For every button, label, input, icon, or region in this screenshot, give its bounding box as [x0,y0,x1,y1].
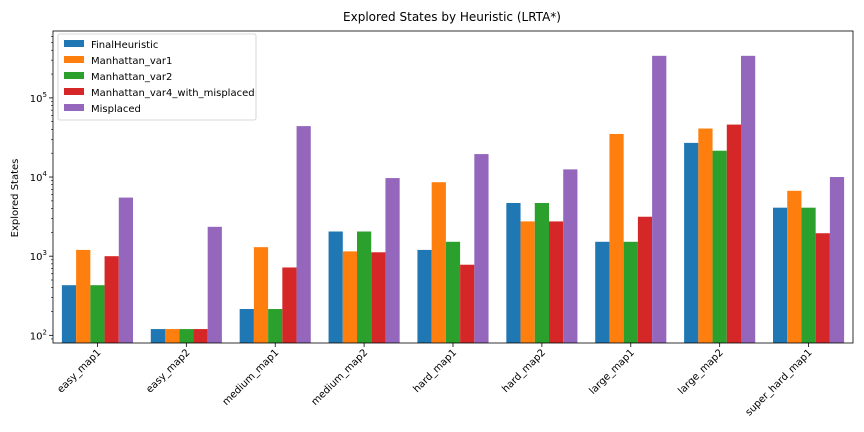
bar-Manhattan_var2-large_map2 [712,150,727,343]
bar-Manhattan_var2-hard_map1 [445,241,461,343]
bar-Manhattan_var2-large_map1 [623,241,638,343]
bar-FinalHeuristic-easy_map2 [150,329,165,343]
bar-Manhattan_var4_with_misplaced-large_map1 [637,216,653,343]
bar-Manhattan_var4_with_misplaced-medium_map1 [282,267,297,343]
bar-Manhattan_var4_with_misplaced-easy_map2 [193,329,208,343]
bar-Manhattan_var2-easy_map2 [179,329,194,343]
bar-Manhattan_var1-large_map2 [698,128,713,343]
x-tick-label: hard_map1 [412,347,460,395]
bar-Manhattan_var2-hard_map2 [534,202,549,343]
legend-label: Misplaced [91,104,141,115]
bar-Misplaced-super_hard_map1 [829,177,845,343]
legend-label: Manhattan_var2 [91,72,172,83]
bar-Manhattan_var1-hard_map1 [431,182,446,343]
bar-Misplaced-hard_map1 [474,154,489,343]
legend-swatch [64,40,84,47]
bar-FinalHeuristic-hard_map2 [506,202,521,343]
bar-Misplaced-hard_map2 [563,169,578,343]
y-tick-label: 102 [30,328,47,342]
bar-Manhattan_var4_with_misplaced-medium_map2 [371,252,386,343]
legend-swatch [64,56,84,63]
bar-Misplaced-medium_map1 [296,126,311,343]
legend-box [57,33,257,121]
x-tick-label: hard_map2 [500,347,548,395]
x-tick-label: easy_map1 [55,347,103,395]
bar-Manhattan_var1-easy_map2 [165,329,180,343]
bar-Manhattan_var1-super_hard_map1 [787,190,802,343]
bar-Manhattan_var4_with_misplaced-large_map2 [726,124,741,343]
bar-FinalHeuristic-hard_map1 [417,249,432,343]
bar-Manhattan_var2-medium_map2 [357,231,372,343]
bar-Misplaced-large_map2 [741,55,756,343]
bar-Manhattan_var2-super_hard_map1 [801,207,816,343]
legend-swatch [64,104,84,111]
bar-Manhattan_var1-large_map1 [609,133,624,343]
bar-FinalHeuristic-medium_map2 [328,231,343,343]
bar-Manhattan_var2-easy_map1 [90,285,105,343]
y-tick-label: 104 [30,170,48,184]
bar-Manhattan_var1-medium_map1 [253,247,269,343]
y-tick-label: 105 [30,91,47,105]
x-tick-label: medium_map2 [310,347,371,408]
bar-Misplaced-large_map1 [652,55,667,343]
bar-FinalHeuristic-large_map1 [595,241,610,343]
bar-Manhattan_var4_with_misplaced-easy_map1 [104,256,119,343]
legend: FinalHeuristic Manhattan_var1 Manhattan_va… [57,33,257,121]
bar-Manhattan_var4_with_misplaced-hard_map2 [549,221,564,343]
y-axis: 102 103 104 105 [30,35,53,342]
bar-Misplaced-easy_map1 [118,197,133,343]
legend-swatch [64,88,84,95]
legend-label: Manhattan_var4_with_misplaced [91,88,255,99]
legend-label: FinalHeuristic [91,40,158,51]
bar-Manhattan_var4_with_misplaced-super_hard_map1 [815,233,830,343]
y-axis-label: Explored States [10,159,21,238]
bar-Manhattan_var1-medium_map2 [342,251,357,343]
legend-label: Manhattan_var1 [91,56,172,67]
bar-Manhattan_var1-hard_map2 [520,221,535,343]
bar-FinalHeuristic-medium_map1 [239,309,254,343]
y-tick-label: 103 [30,249,47,263]
x-tick-label: large_map2 [676,347,725,396]
x-tick-label: easy_map2 [144,347,192,395]
bar-Manhattan_var4_with_misplaced-hard_map1 [460,264,475,343]
plot-frame [52,30,854,344]
bar-Manhattan_var1-easy_map1 [76,249,91,343]
bar-Misplaced-easy_map2 [207,226,222,343]
x-tick-label: super_hard_map1 [744,347,815,418]
bars-group [61,55,845,343]
bar-Manhattan_var2-medium_map1 [268,309,283,343]
x-tick-label: medium_map1 [221,347,282,408]
bar-Misplaced-medium_map2 [385,178,400,343]
x-tick-label: large_map1 [587,347,636,396]
x-axis: easy_map1 easy_map2 medium_map1 medium_map2… [55,343,815,418]
bar-FinalHeuristic-easy_map1 [61,285,77,343]
bar-FinalHeuristic-large_map2 [684,142,699,343]
chart-title: Explored States by Heuristic (LRTA*) [343,10,561,24]
legend-swatch [64,72,84,79]
bar-FinalHeuristic-super_hard_map1 [773,207,788,343]
